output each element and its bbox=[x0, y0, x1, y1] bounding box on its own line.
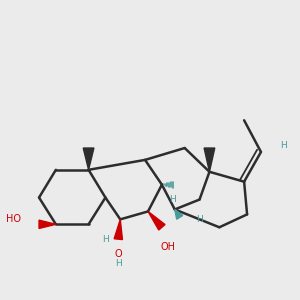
Polygon shape bbox=[114, 219, 122, 240]
Polygon shape bbox=[39, 220, 56, 229]
Text: H: H bbox=[102, 235, 109, 244]
Text: O: O bbox=[115, 249, 122, 259]
Polygon shape bbox=[204, 148, 215, 172]
Polygon shape bbox=[175, 209, 183, 219]
Text: H: H bbox=[280, 140, 287, 149]
Text: H: H bbox=[196, 215, 203, 224]
Text: H: H bbox=[169, 195, 176, 204]
Text: H: H bbox=[115, 260, 122, 268]
Text: HO: HO bbox=[6, 214, 21, 224]
Polygon shape bbox=[83, 148, 94, 170]
Text: OH: OH bbox=[160, 242, 175, 252]
Polygon shape bbox=[148, 212, 165, 230]
